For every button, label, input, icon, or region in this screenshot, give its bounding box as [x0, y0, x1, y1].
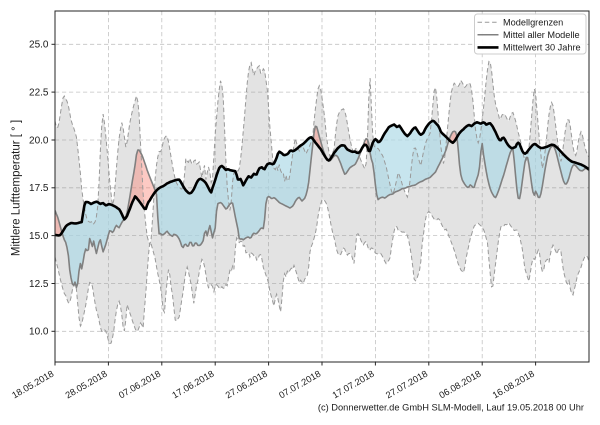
svg-text:Mittel aller Modelle: Mittel aller Modelle: [503, 30, 580, 40]
svg-text:15.0: 15.0: [29, 231, 49, 242]
svg-text:Mittelwert 30 Jahre: Mittelwert 30 Jahre: [503, 43, 581, 53]
svg-text:25.0: 25.0: [29, 40, 49, 51]
svg-text:10.0: 10.0: [29, 327, 49, 338]
svg-text:Mittlere Lufttemperatur [ ° ]: Mittlere Lufttemperatur [ ° ]: [11, 120, 23, 256]
svg-text:Modellgrenzen: Modellgrenzen: [503, 17, 563, 27]
svg-text:20.0: 20.0: [29, 135, 49, 146]
svg-text:(c) Donnerwetter.de GmbH SLM-M: (c) Donnerwetter.de GmbH SLM-Modell, Lau…: [318, 403, 584, 413]
svg-text:17.5: 17.5: [29, 183, 49, 194]
svg-text:12.5: 12.5: [29, 279, 49, 290]
svg-text:22.5: 22.5: [29, 88, 49, 99]
